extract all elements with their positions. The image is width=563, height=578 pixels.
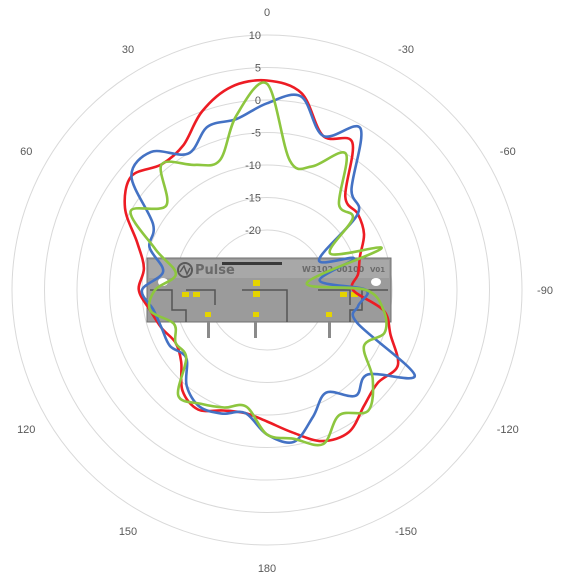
angle-tick-label: 0 (264, 7, 270, 19)
angle-tick-label: 60 (20, 146, 32, 158)
angle-tick-label: -120 (497, 424, 519, 436)
angle-tick-label: -150 (395, 526, 417, 538)
grid-ring (109, 132, 425, 448)
angle-tick-label: 30 (122, 44, 134, 56)
radial-tick-labels: 10 5 0 -5 -10 -15 -20 (245, 30, 261, 237)
radial-tick-label: -5 (251, 128, 261, 140)
angle-tick-label: 180 (258, 563, 276, 575)
board-brand-text: Pulse (195, 263, 235, 278)
grid-ring (11, 34, 523, 546)
radial-tick-label: 0 (255, 95, 261, 107)
angle-tick-label: -30 (398, 44, 414, 56)
series-line-3 (129, 81, 388, 447)
series-line-1 (123, 78, 400, 443)
angle-tick-label: -90 (537, 285, 553, 297)
grid-ring (76, 99, 458, 481)
radial-tick-label: -15 (245, 193, 261, 205)
angle-tick-labels: 0-30-60-90-120-150180150120906030 (17, 7, 553, 575)
grid-ring (44, 67, 490, 513)
radial-tick-label: 5 (255, 63, 261, 75)
board-version: V01 (370, 266, 385, 274)
radial-tick-label: -20 (245, 225, 261, 237)
radial-tick-label: 10 (249, 30, 261, 42)
angle-tick-label: 150 (119, 526, 137, 538)
antenna-board-image: Pulse W3102-00100 V01 (146, 257, 392, 338)
angle-tick-label: 120 (17, 424, 35, 436)
series-layer (123, 78, 417, 447)
radial-tick-label: -10 (245, 160, 261, 172)
pulse-logo-icon (177, 262, 193, 278)
angle-tick-label: -60 (500, 146, 516, 158)
